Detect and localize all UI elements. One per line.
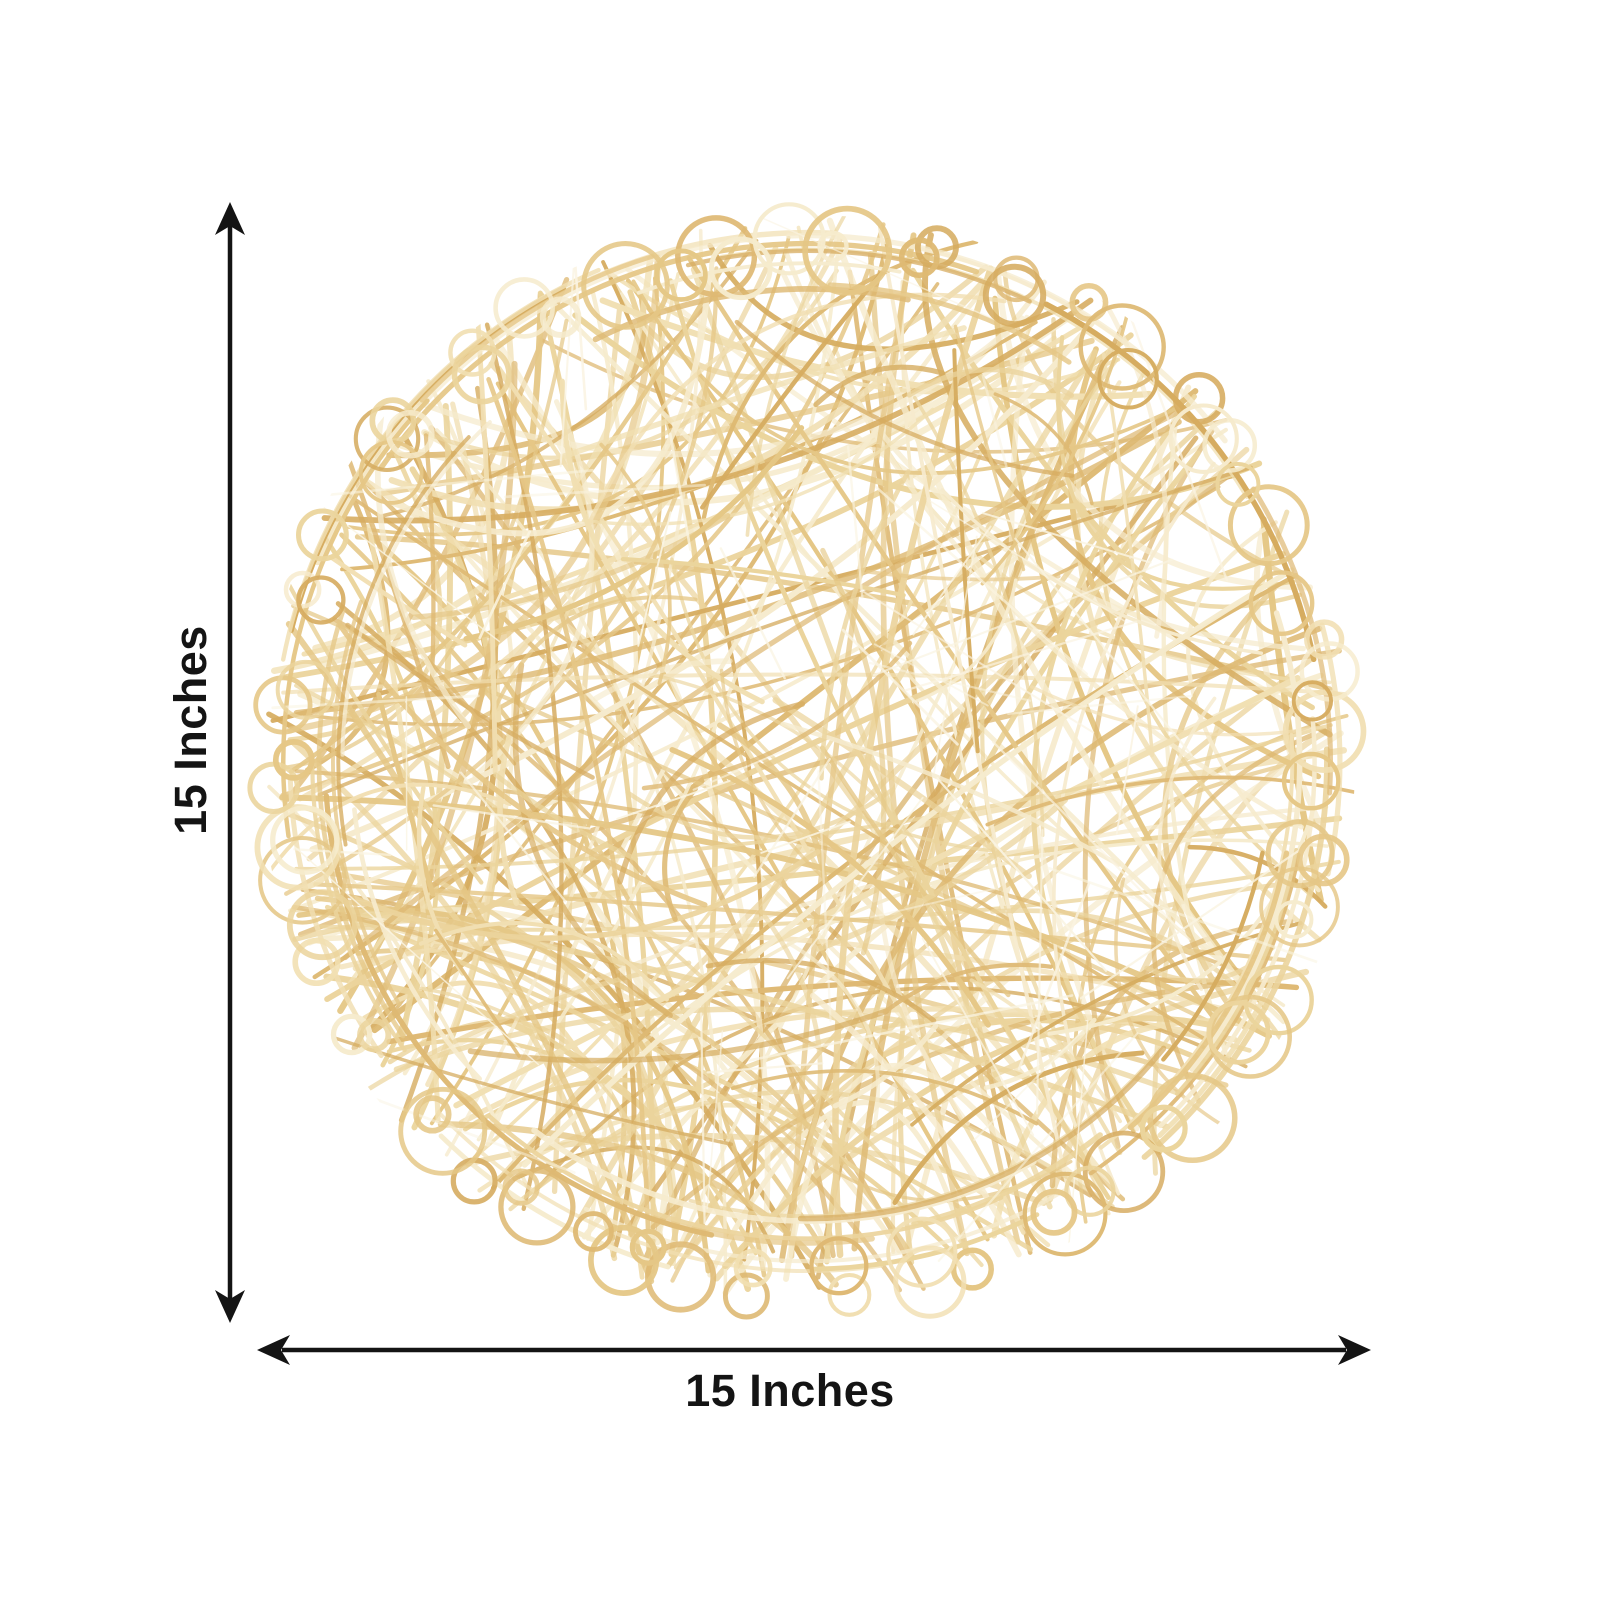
- horizontal-dimension-label: 15 Inches: [685, 1365, 895, 1416]
- vertical-dimension-label: 15 Inches: [165, 625, 216, 835]
- dimension-arrows: [215, 202, 1371, 1365]
- woven-placemat: [247, 202, 1367, 1320]
